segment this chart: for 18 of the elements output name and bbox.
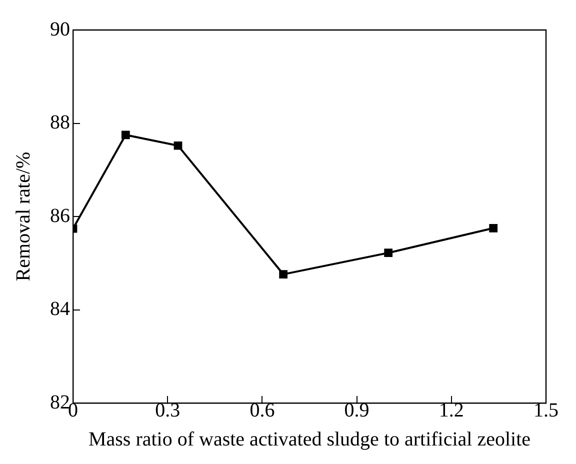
point — [121, 130, 130, 140]
y-tick-label: 82 — [50, 391, 70, 414]
x-tick-label: 0.6 — [250, 399, 275, 422]
x-tick-label: 0.3 — [155, 399, 180, 422]
y-tick-label: 88 — [50, 112, 70, 134]
y-axis-title: Removal rate/% — [12, 152, 34, 282]
point — [384, 248, 393, 258]
y-tick-label: 90 — [50, 18, 70, 40]
point — [489, 224, 498, 232]
x-tick-label: 1.5 — [534, 399, 558, 422]
x-tick-label: 0 — [68, 399, 78, 422]
point — [279, 270, 288, 278]
x-axis-title: Mass ratio of waste activated sludge to artificial zeolite — [88, 428, 531, 450]
x-tick-label: 1.2 — [438, 399, 464, 422]
point — [174, 141, 182, 150]
y-tick-label: 84 — [50, 298, 70, 320]
x-tick-label: 0.9 — [344, 399, 370, 422]
y-tick-label: 86 — [50, 204, 70, 227]
